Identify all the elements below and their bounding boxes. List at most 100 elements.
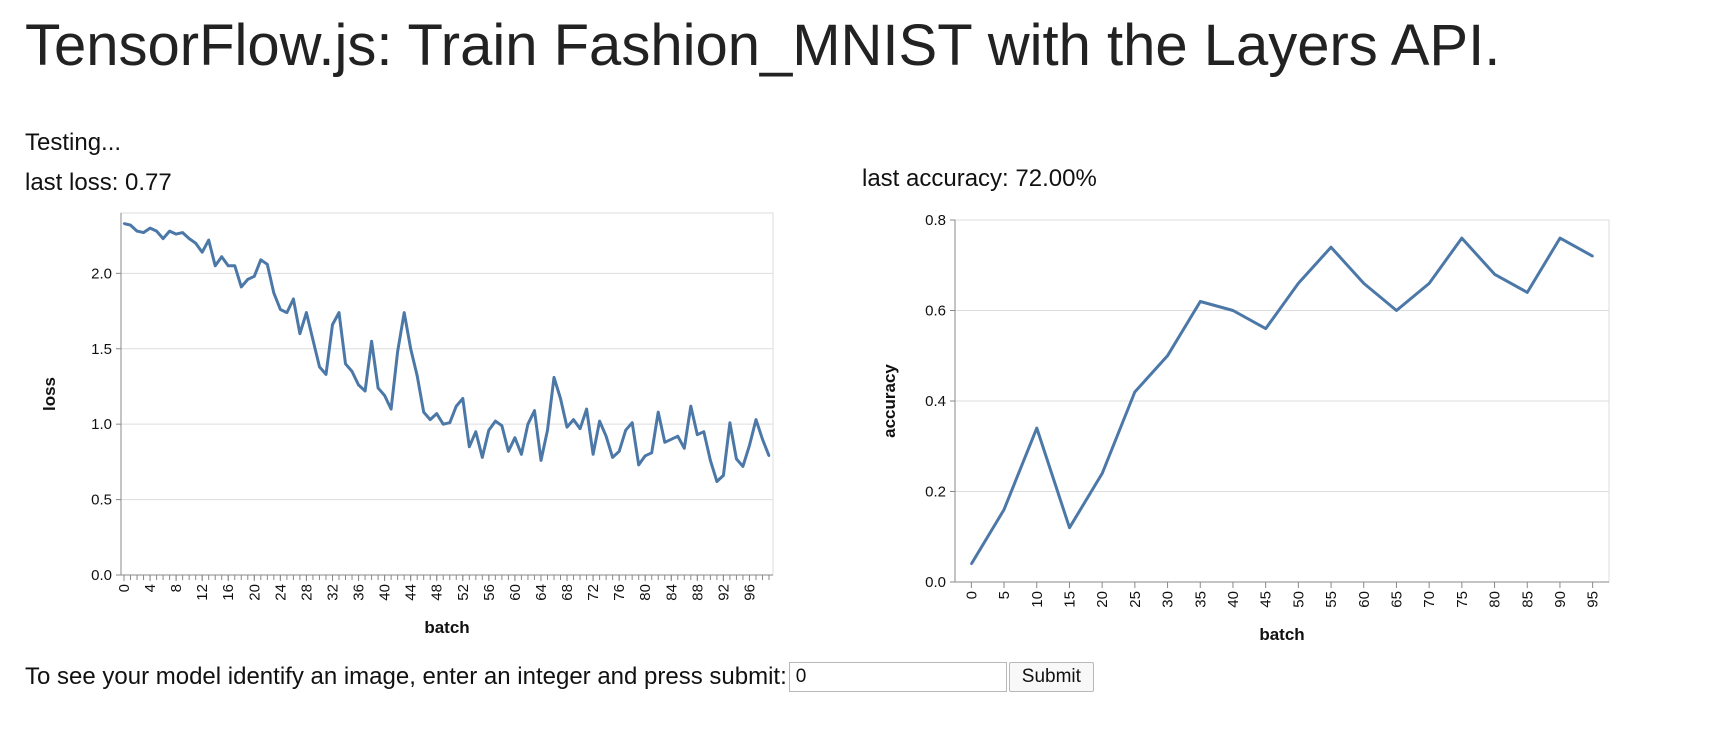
x-tick-label: 64 xyxy=(533,584,550,601)
data-point xyxy=(1199,300,1202,303)
data-point xyxy=(324,373,328,376)
data-point xyxy=(187,237,191,240)
x-tick-label: 56 xyxy=(481,584,498,601)
data-point xyxy=(142,231,145,234)
data-point xyxy=(715,480,719,483)
y-axis-title: loss xyxy=(40,377,59,411)
data-point xyxy=(174,232,178,236)
data-point xyxy=(676,435,679,438)
y-tick-label: 0.4 xyxy=(925,393,946,410)
data-point xyxy=(683,447,686,450)
data-point xyxy=(754,418,758,421)
y-tick-label: 0.5 xyxy=(91,492,112,509)
data-point xyxy=(318,365,321,369)
y-tick-label: 0.0 xyxy=(91,567,112,584)
x-tick-label: 40 xyxy=(1225,591,1242,608)
x-tick-label: 68 xyxy=(559,584,576,601)
y-tick-label: 1.0 xyxy=(91,416,112,433)
data-point xyxy=(455,404,458,408)
submit-button[interactable]: Submit xyxy=(1008,662,1094,692)
data-point xyxy=(155,229,158,233)
x-tick-label: 60 xyxy=(507,584,524,601)
x-tick-label: 24 xyxy=(272,584,289,601)
data-point xyxy=(1133,390,1137,394)
x-tick-label: 16 xyxy=(220,584,237,601)
y-tick-label: 0.2 xyxy=(925,484,946,501)
data-point xyxy=(1493,273,1496,276)
data-point xyxy=(494,419,497,423)
last-loss-label: last loss: 0.77 xyxy=(25,169,172,196)
data-point xyxy=(227,264,230,267)
data-point xyxy=(376,386,380,390)
data-point xyxy=(735,457,738,461)
x-tick-label: 96 xyxy=(741,584,758,601)
data-point xyxy=(357,383,360,387)
data-point xyxy=(611,456,614,459)
y-tick-label: 2.0 xyxy=(91,265,112,282)
data-point xyxy=(500,424,504,427)
x-tick-label: 52 xyxy=(455,584,472,601)
data-point xyxy=(689,404,693,408)
data-point xyxy=(572,418,575,421)
image-index-input[interactable] xyxy=(788,662,1007,692)
x-tick-label: 12 xyxy=(194,584,211,601)
series-line xyxy=(123,222,771,483)
x-tick-label: 95 xyxy=(1585,591,1602,608)
data-point xyxy=(415,374,419,378)
data-point xyxy=(741,465,745,468)
data-point xyxy=(370,340,373,343)
data-point xyxy=(604,435,608,438)
data-point xyxy=(246,278,249,281)
y-tick-label: 1.5 xyxy=(91,341,112,358)
y-tick-label: 0.6 xyxy=(925,303,946,320)
data-point xyxy=(461,397,464,400)
data-point xyxy=(630,421,634,424)
x-tick-label: 25 xyxy=(1127,591,1144,608)
x-tick-label: 20 xyxy=(1094,591,1111,608)
data-point xyxy=(1329,245,1333,249)
y-axis-title: accuracy xyxy=(880,364,899,438)
data-point xyxy=(429,418,432,421)
data-point xyxy=(435,412,438,415)
predict-prompt: To see your model identify an image, ent… xyxy=(25,663,787,690)
data-point xyxy=(207,238,210,242)
data-point xyxy=(279,308,282,311)
data-point xyxy=(487,429,491,432)
data-point xyxy=(214,264,217,267)
x-tick-label: 4 xyxy=(142,584,159,592)
data-point xyxy=(1297,282,1300,285)
page-title: TensorFlow.js: Train Fashion_MNIST with … xyxy=(25,13,1501,78)
data-point xyxy=(526,422,530,426)
x-tick-label: 88 xyxy=(689,584,706,601)
data-point xyxy=(670,438,673,441)
data-point xyxy=(761,438,764,441)
x-tick-label: 28 xyxy=(298,584,315,601)
last-accuracy-label: last accuracy: 72.00% xyxy=(862,165,1097,192)
x-tick-label: 85 xyxy=(1519,591,1536,608)
data-point xyxy=(1166,354,1169,357)
x-tick-label: 65 xyxy=(1388,591,1405,608)
data-point xyxy=(513,436,517,439)
x-tick-label: 75 xyxy=(1454,591,1471,608)
data-point xyxy=(1526,291,1529,294)
x-tick-label: 55 xyxy=(1323,591,1340,608)
data-point xyxy=(305,311,308,314)
status-text: Testing... xyxy=(25,129,122,156)
x-tick-label: 76 xyxy=(611,584,628,601)
data-point xyxy=(617,450,621,453)
data-point xyxy=(565,425,569,429)
data-point xyxy=(266,263,269,266)
data-point xyxy=(663,441,666,444)
data-point xyxy=(200,251,204,254)
data-point xyxy=(520,453,523,456)
x-tick-label: 20 xyxy=(246,584,263,601)
data-point xyxy=(624,429,627,432)
data-point xyxy=(585,407,588,411)
data-point xyxy=(350,370,354,373)
data-point xyxy=(539,459,543,462)
data-point xyxy=(1264,327,1267,330)
data-point xyxy=(591,453,595,456)
x-tick-label: 70 xyxy=(1421,591,1438,608)
data-point xyxy=(181,231,184,234)
